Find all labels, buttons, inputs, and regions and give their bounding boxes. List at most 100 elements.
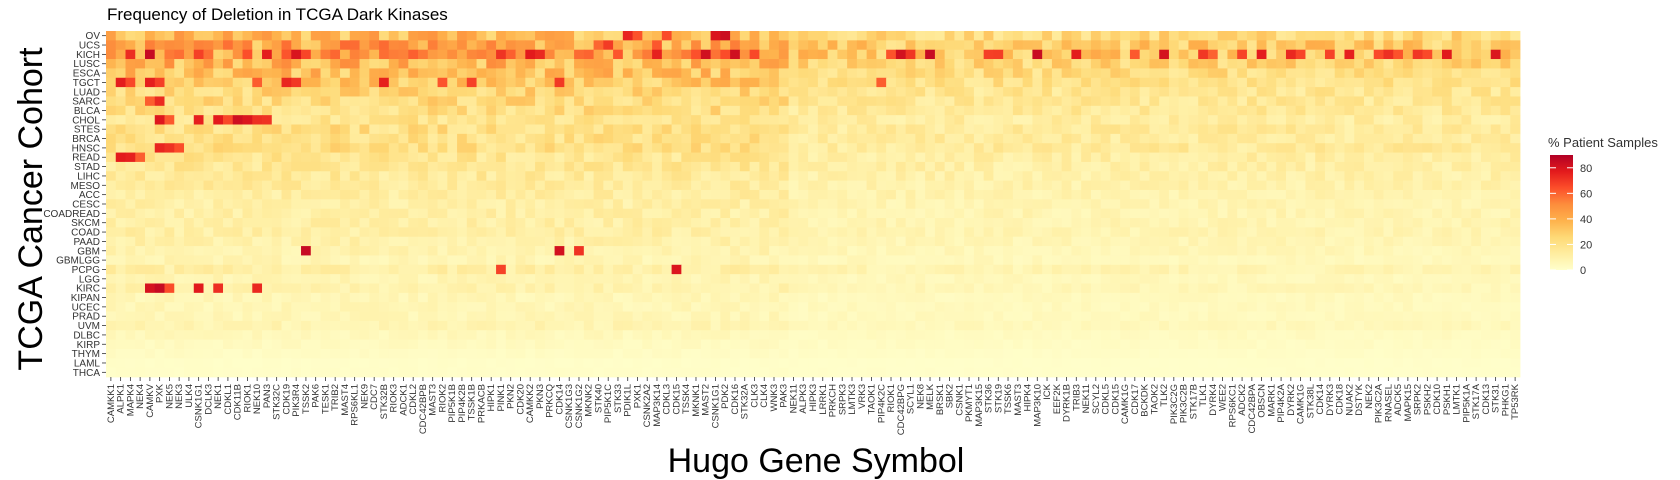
heatmap-cell (622, 143, 633, 153)
heatmap-cell (1071, 339, 1082, 350)
heatmap-cell (1003, 96, 1014, 107)
heatmap-cell (749, 68, 760, 79)
heatmap-cell (964, 124, 975, 135)
heatmap-cell (379, 105, 390, 116)
heatmap-cell (1471, 124, 1482, 135)
heatmap-cell (457, 68, 468, 79)
heatmap-cell (1012, 124, 1024, 135)
heatmap-cell (154, 199, 165, 210)
heatmap-cell (135, 348, 146, 359)
heatmap-cell (213, 330, 224, 340)
heatmap-cell (1032, 320, 1043, 331)
heatmap-cell (1100, 171, 1111, 182)
heatmap-cell (1510, 292, 1521, 303)
heatmap-cell (1432, 227, 1443, 238)
heatmap-cell (1324, 161, 1336, 172)
heatmap-cell (125, 227, 136, 238)
heatmap-cell (515, 302, 526, 312)
heatmap-cell (1188, 171, 1199, 182)
heatmap-cell (1432, 96, 1443, 107)
heatmap-cell (944, 49, 955, 60)
heatmap-cell (457, 161, 468, 172)
heatmap-cell (1276, 96, 1287, 107)
heatmap-cell (593, 105, 604, 116)
heatmap-cell (817, 124, 829, 135)
heatmap-cell (1344, 227, 1355, 238)
heatmap-cell (320, 124, 331, 135)
heatmap-cell (1510, 339, 1521, 350)
heatmap-cell (681, 348, 692, 359)
heatmap-cell (1003, 133, 1014, 144)
heatmap-cell (1022, 199, 1033, 210)
heatmap-cell (174, 133, 185, 144)
heatmap-cell (1032, 171, 1043, 182)
heatmap-cell (778, 283, 790, 294)
heatmap-cell (1129, 31, 1141, 41)
heatmap-cell (505, 292, 516, 303)
heatmap-cell (1071, 283, 1082, 294)
heatmap-cell (1217, 96, 1228, 107)
heatmap-cell (1490, 311, 1501, 322)
heatmap-cell (886, 59, 897, 69)
heatmap-cell (827, 133, 838, 144)
heatmap-cell (1032, 311, 1043, 322)
heatmap-cell (340, 199, 351, 210)
heatmap-cell (681, 68, 692, 79)
heatmap-cell (174, 218, 185, 228)
heatmap-cell (788, 274, 799, 284)
heatmap-cell (730, 311, 741, 322)
heatmap-cell (505, 283, 516, 294)
heatmap-cell (1422, 96, 1433, 107)
heatmap-cell (1324, 236, 1336, 247)
heatmap-cell (652, 330, 663, 340)
heatmap-cell (281, 59, 292, 69)
heatmap-cell (788, 339, 799, 350)
heatmap-cell (1032, 31, 1043, 41)
heatmap-cell (1383, 208, 1394, 219)
heatmap-cell (973, 274, 985, 284)
heatmap-cell (1237, 208, 1248, 219)
heatmap-cell (632, 180, 643, 191)
heatmap-cell (281, 320, 292, 331)
heatmap-cell (1383, 264, 1394, 275)
heatmap-cell (652, 180, 663, 191)
heatmap-cell (1324, 274, 1336, 284)
heatmap-cell (1120, 302, 1131, 312)
heatmap-cell (739, 152, 751, 163)
heatmap-cell (544, 311, 555, 322)
heatmap-cell (993, 31, 1004, 41)
heatmap-cell (1042, 180, 1053, 191)
heatmap-cell (642, 292, 653, 303)
heatmap-cell (739, 189, 751, 200)
heatmap-cell (1490, 68, 1501, 79)
heatmap-cell (379, 161, 390, 172)
heatmap-cell (788, 115, 799, 125)
heatmap-cell (388, 218, 399, 228)
heatmap-cell (993, 161, 1004, 172)
heatmap-cell (925, 115, 936, 125)
heatmap-cell (915, 124, 926, 135)
heatmap-cell (583, 96, 594, 107)
heatmap-cell (1090, 124, 1102, 135)
heatmap-cell (730, 330, 741, 340)
heatmap-cell (593, 152, 604, 163)
heatmap-cell (661, 40, 672, 51)
heatmap-cell (544, 40, 555, 51)
heatmap-cell (652, 274, 663, 284)
heatmap-cell (554, 87, 565, 97)
heatmap-cell (1471, 87, 1482, 97)
heatmap-cell (769, 49, 780, 60)
heatmap-cell (847, 59, 858, 69)
heatmap-cell (1042, 339, 1053, 350)
heatmap-cell (1315, 339, 1326, 350)
heatmap-cell (340, 302, 351, 312)
heatmap-cell (301, 302, 312, 312)
heatmap-cell (769, 161, 780, 172)
heatmap-cell (671, 302, 682, 312)
heatmap-cell (437, 348, 448, 359)
heatmap-cell (1363, 330, 1375, 340)
heatmap-cell (603, 227, 614, 238)
heatmap-cell (759, 208, 770, 219)
heatmap-cell (301, 199, 312, 210)
heatmap-cell (613, 274, 624, 284)
